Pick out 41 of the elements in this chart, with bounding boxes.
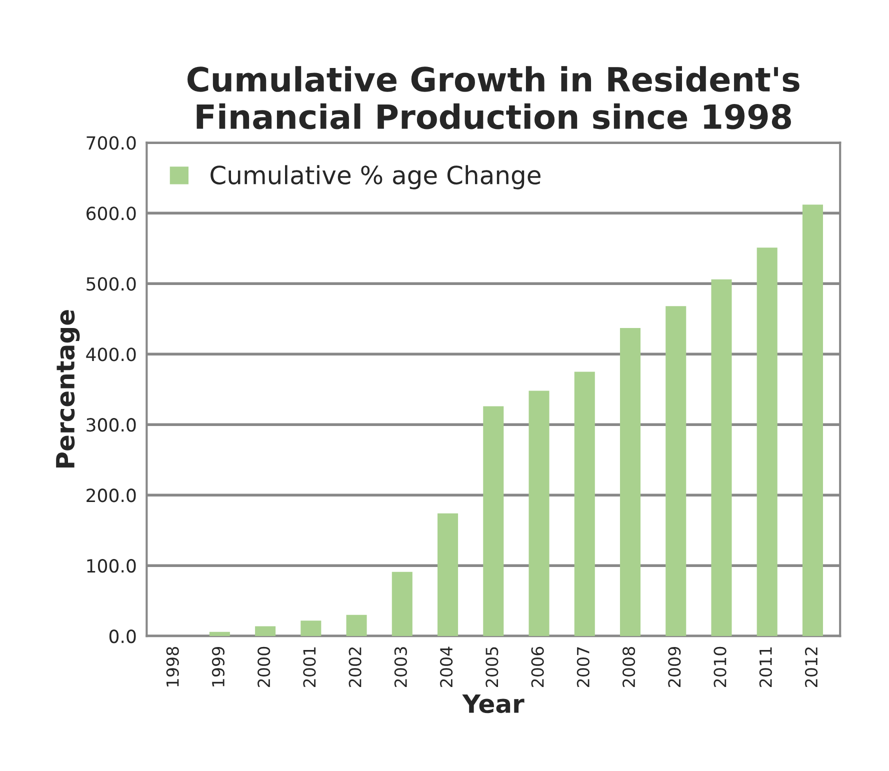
legend-label: Cumulative % age Change [210,165,540,190]
bar [756,248,778,636]
bar [300,620,322,636]
bar [209,632,230,636]
x-tick-label: 1999 [212,646,225,686]
x-tick-label: 2003 [394,647,407,687]
x-tick-label: 2000 [258,646,270,687]
x-tick-label: 2006 [531,646,544,687]
x-tick-label: 2005 [486,647,498,687]
bar [666,306,686,636]
y-tick-label: 0.0 [109,630,136,644]
y-tick-label: 200.0 [86,488,136,502]
bar [255,626,276,636]
x-tick-label: 2004 [440,646,453,687]
x-tick-label: 2010 [714,646,726,687]
x-tick-label: 2001 [303,647,316,687]
bar [346,614,367,636]
bar [392,572,412,636]
x-tick-label: 1998 [166,646,179,686]
y-tick-label: 300.0 [86,418,136,432]
x-tick-label: 2009 [668,646,681,687]
bar [574,372,595,636]
x-tick-label: 2007 [576,647,590,687]
x-tick-label: 2011 [759,647,772,687]
bar [802,204,823,636]
y-tick-label: 400.0 [86,348,136,362]
bar [528,390,550,636]
y-tick-label: 700.0 [86,136,136,150]
bar [711,279,732,636]
x-tick-label: 2008 [622,646,636,687]
x-tick-label: 2012 [804,647,818,687]
chart-title: Cumulative Growth in Resident's Financial Production since 1998 [188,66,800,130]
bar [483,406,504,636]
y-tick-label: 100.0 [87,559,136,573]
bar [438,513,458,636]
x-axis-title: Year [462,694,524,714]
y-tick-label: 600.0 [86,206,136,220]
y-tick-label: 500.0 [86,277,136,291]
bar [620,328,641,636]
y-axis-title: Percentage [56,310,80,468]
x-tick-label: 2002 [348,647,362,687]
